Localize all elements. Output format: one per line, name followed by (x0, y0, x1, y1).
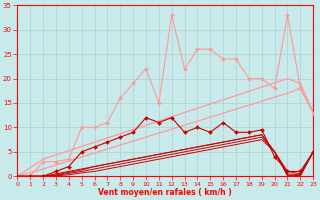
X-axis label: Vent moyen/en rafales ( km/h ): Vent moyen/en rafales ( km/h ) (99, 188, 232, 197)
